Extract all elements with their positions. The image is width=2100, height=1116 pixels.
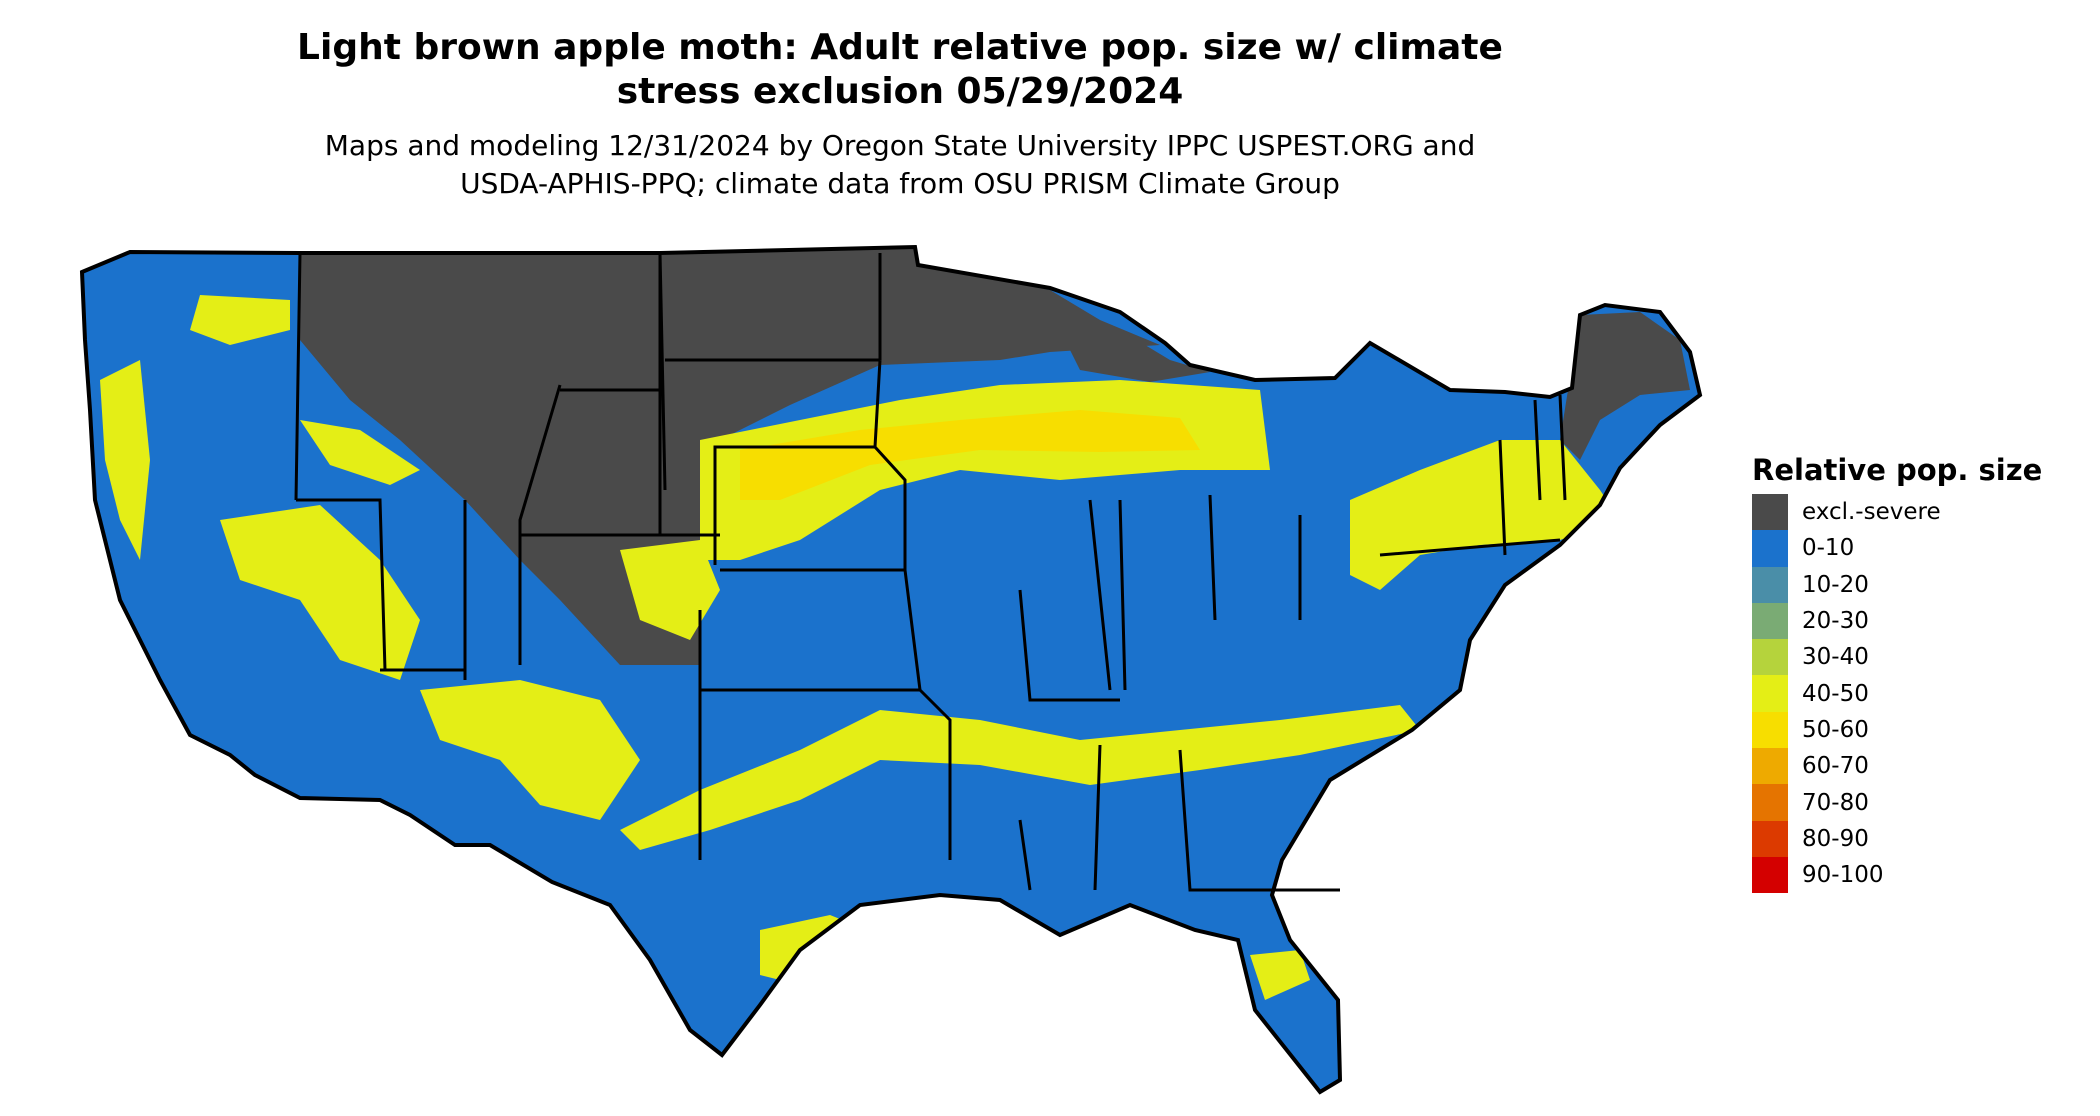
legend-label: 10-20 (1802, 571, 1869, 598)
legend-label: 30-40 (1802, 644, 1869, 671)
legend: Relative pop. size excl.-severe 0-10 10-20… (1752, 452, 2043, 894)
legend-swatch (1752, 820, 1788, 857)
legend-label: 80-90 (1802, 825, 1869, 852)
legend-item: 10-20 (1752, 566, 2042, 603)
legend-label: 60-70 (1802, 753, 1869, 780)
legend-label: 90-100 (1802, 862, 1884, 889)
legend-item: 50-60 (1752, 711, 2042, 749)
legend-label: 50-60 (1802, 716, 1869, 743)
legend-label: 40-50 (1802, 680, 1869, 707)
band-florida (1250, 950, 1310, 1000)
band-southern-belt (620, 705, 1420, 850)
band-northern-plains-core (740, 410, 1200, 500)
state-borders (80, 245, 1702, 1094)
legend-label: 70-80 (1802, 789, 1869, 816)
legend-items: excl.-severe 0-10 10-20 20-30 30-40 40-50 50-6… (1752, 494, 2042, 894)
legend-item: 60-70 (1752, 748, 2042, 785)
band-colorado-front-range (620, 540, 720, 640)
legend-item: 30-40 (1752, 639, 2042, 676)
legend-swatch (1752, 530, 1788, 567)
map-subtitle-line-2: USDA-APHIS-PPQ; climate data from OSU PR… (460, 167, 1340, 200)
us-map (80, 245, 1702, 1094)
map-subtitle-line-1: Maps and modeling 12/31/2024 by Oregon S… (324, 129, 1476, 162)
band-inland-northwest (300, 420, 420, 485)
legend-item: 0-10 (1752, 530, 2042, 567)
map-title-line-1: Light brown apple moth: Adult relative p… (297, 27, 1503, 68)
legend-item: 40-50 (1752, 675, 2042, 712)
legend-swatch (1752, 748, 1788, 785)
legend-swatch (1752, 856, 1788, 894)
legend-swatch (1752, 711, 1788, 749)
legend-swatch (1752, 566, 1788, 603)
band-pacific-northwest (190, 295, 290, 345)
legend-item: 80-90 (1752, 820, 2042, 857)
legend-swatch (1752, 784, 1788, 821)
legend-title: Relative pop. size (1752, 453, 2043, 487)
band-west-coast (100, 360, 150, 560)
legend-swatch (1752, 494, 1788, 531)
legend-item: excl.-severe (1752, 494, 2042, 531)
legend-label: 0-10 (1802, 535, 1855, 562)
legend-swatch (1752, 602, 1788, 640)
legend-label: excl.-severe (1802, 499, 1941, 526)
legend-swatch (1752, 639, 1788, 676)
excluded-region-upper-michigan (1060, 330, 1210, 382)
band-four-corners (420, 680, 640, 820)
band-great-basin (220, 505, 420, 680)
legend-swatch (1752, 675, 1788, 712)
legend-item: 20-30 (1752, 602, 2042, 640)
legend-item: 70-80 (1752, 784, 2042, 821)
excluded-region-north-rockies-plains (300, 247, 1160, 665)
excluded-region-maine (1560, 312, 1690, 460)
map-title-line-2: stress exclusion 05/29/2024 (616, 71, 1184, 112)
legend-item: 90-100 (1752, 856, 2042, 894)
legend-label: 20-30 (1802, 608, 1869, 635)
